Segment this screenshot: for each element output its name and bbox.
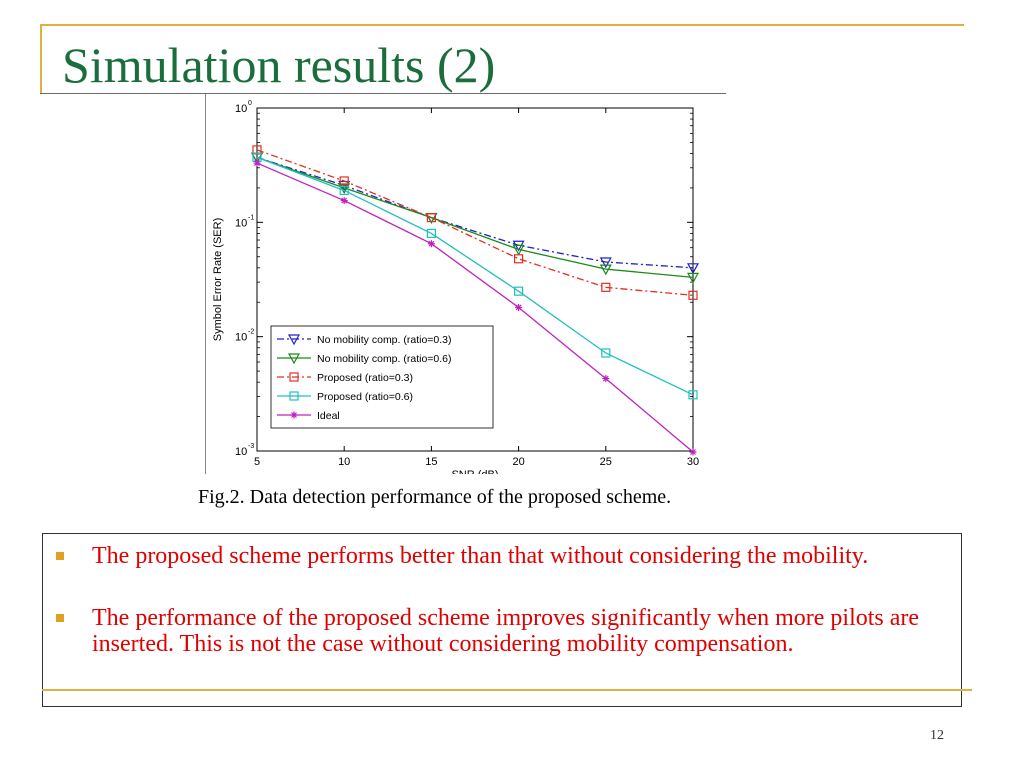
legend-label: Proposed (ratio=0.6) [317, 391, 413, 403]
data-point [515, 303, 523, 311]
x-tick-label: 15 [425, 456, 437, 468]
legend-marker [289, 372, 299, 382]
bullet-box [42, 533, 962, 707]
data-point [599, 257, 612, 269]
legend-label: No mobility comp. (ratio=0.3) [317, 334, 452, 346]
x-tick-label: 10 [338, 456, 350, 468]
data-point [689, 448, 697, 456]
page-number: 12 [930, 728, 944, 743]
figure-caption: Fig.2. Data detection performance of the… [198, 486, 672, 508]
legend-marker [287, 353, 301, 365]
data-point [340, 197, 348, 205]
legend-marker [289, 391, 299, 401]
y-tick-label: 10 [235, 446, 247, 458]
x-tick-label: 5 [254, 456, 260, 468]
x-tick-label: 25 [600, 456, 612, 468]
square-bullet-icon [56, 552, 64, 560]
data-point [686, 272, 700, 284]
data-point [688, 390, 698, 400]
y-tick-label: 10 [235, 103, 247, 115]
legend-label: Proposed (ratio=0.3) [317, 372, 413, 384]
x-tick-label: 20 [512, 456, 524, 468]
series-line [256, 149, 694, 296]
series-line [256, 156, 694, 269]
legend-label: Ideal [317, 410, 340, 422]
page-title: Simulation results (2) [62, 37, 496, 93]
figure-frame [205, 94, 727, 474]
data-point [602, 375, 610, 383]
data-point [688, 290, 698, 300]
title-accent-line [40, 24, 964, 26]
y-tick-label: 10 [235, 217, 247, 229]
data-point [514, 254, 524, 264]
series-line [256, 156, 694, 396]
bullet-text: The performance of the proposed scheme i… [92, 605, 920, 657]
x-axis-label: SNR (dB) [451, 469, 498, 474]
data-point [339, 185, 349, 196]
data-point [338, 183, 351, 195]
y-axis-label: Symbol Error Rate (SER) [212, 218, 224, 341]
legend-label: No mobility comp. (ratio=0.6) [317, 353, 452, 365]
data-point [599, 264, 612, 276]
x-tick-label: 30 [687, 456, 699, 468]
y-tick-label: 10 [235, 332, 247, 344]
bullet-accent-line [42, 689, 972, 691]
data-point [253, 159, 261, 167]
legend-marker [290, 411, 298, 419]
y-tick-exponent: -2 [248, 329, 254, 336]
data-point [512, 244, 525, 256]
title-underline [40, 93, 726, 94]
title-accent-bar [40, 24, 42, 94]
data-point [601, 348, 611, 358]
square-bullet-icon [56, 614, 64, 622]
data-point [339, 176, 349, 186]
legend-marker [287, 334, 301, 346]
data-point [426, 213, 436, 223]
bullet-text: The proposed scheme performs better than… [92, 543, 869, 569]
y-tick-exponent: 0 [248, 100, 252, 107]
y-tick-exponent: -1 [248, 214, 254, 221]
data-point [426, 228, 436, 239]
series-line [256, 156, 694, 279]
data-point [514, 286, 524, 296]
y-tick-exponent: -3 [248, 443, 254, 450]
data-point [427, 240, 435, 248]
data-point [601, 282, 611, 292]
data-point [686, 263, 700, 275]
series-line [256, 162, 694, 453]
